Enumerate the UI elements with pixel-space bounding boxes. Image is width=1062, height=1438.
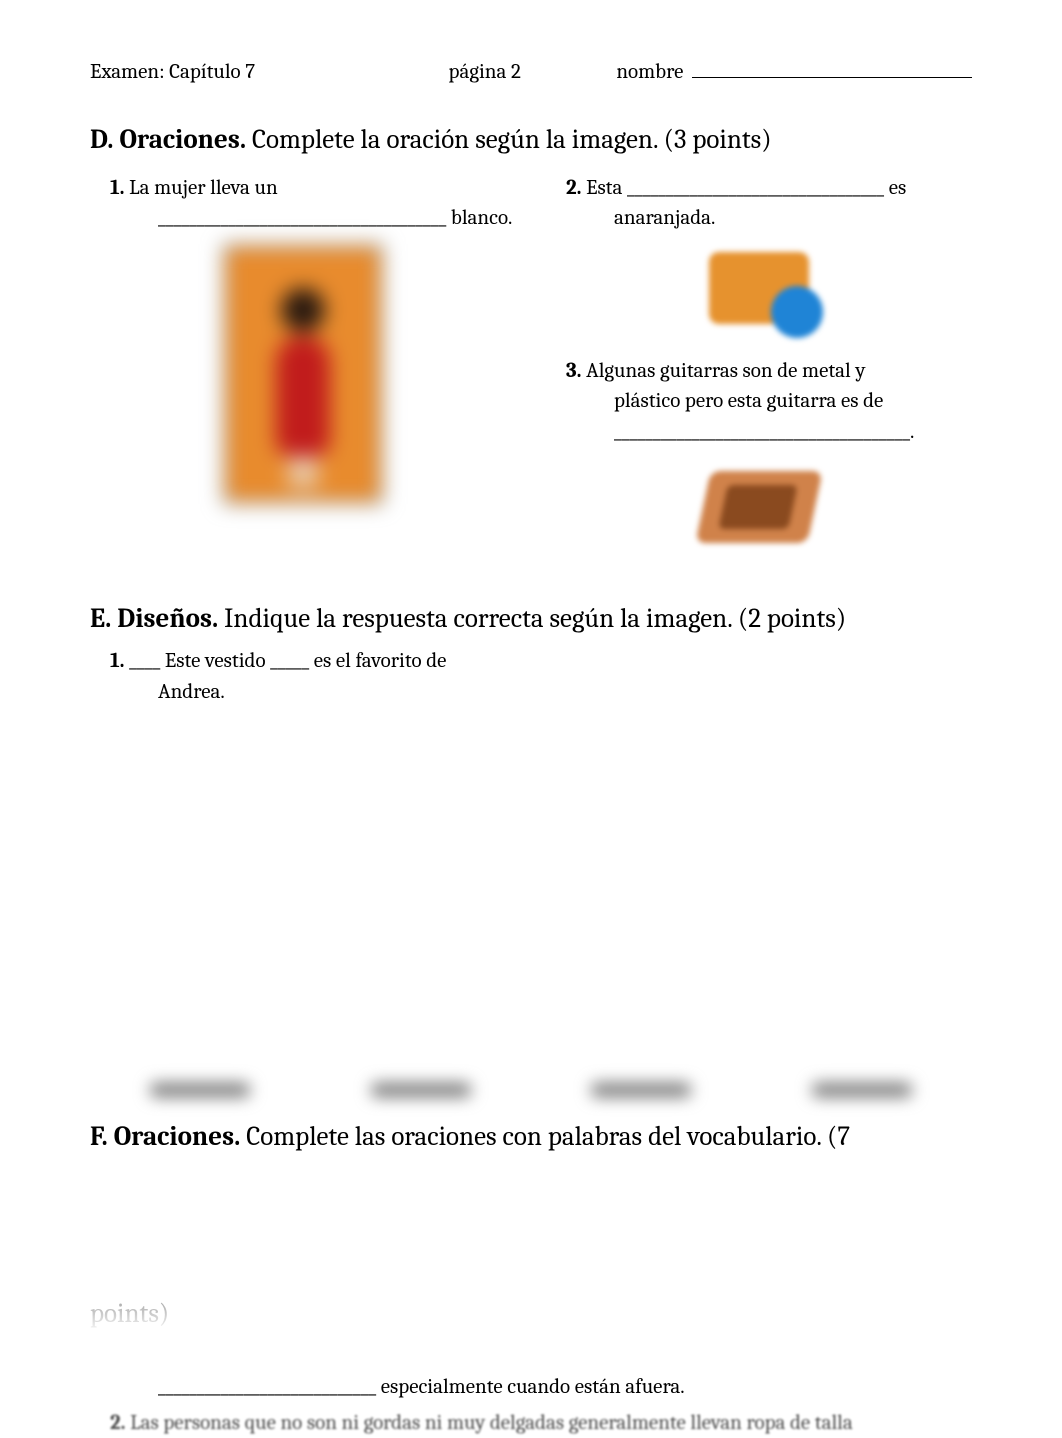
guitar-illustration-icon (689, 457, 829, 557)
section-d-col-right: 2. Esta ________________________________… (546, 167, 972, 579)
bottom-fade (0, 1236, 1062, 1376)
e-q1-line2: Andrea. (158, 677, 550, 707)
d-q1-line1: La mujer lleva un (129, 176, 278, 200)
section-f-title: F. Oraciones. Complete las oraciones con… (90, 1121, 972, 1152)
name-label: nombre (616, 60, 683, 84)
f-q1-blank[interactable]: ____________________________ (158, 1375, 376, 1399)
d-q2: 2. Esta ________________________________… (566, 173, 972, 234)
blur-chip (371, 1083, 471, 1097)
d-q1-line2: _____________________________________ bl… (158, 203, 516, 233)
f-q2-num: 2. (110, 1411, 125, 1435)
d-q3-line3[interactable]: ______________________________________. (614, 417, 972, 447)
section-d-col-left: 1. La mujer lleva un ___________________… (90, 167, 516, 579)
d-q2-prefix: Esta (586, 176, 627, 200)
section-f-word: Oraciones. (114, 1121, 241, 1152)
name-blank-line[interactable] (692, 77, 972, 78)
e-q1-blank2[interactable]: _____ (270, 649, 309, 673)
name-field: nombre (616, 60, 972, 84)
d-q2-blank[interactable]: _________________________________ (627, 176, 884, 200)
blur-chip (812, 1083, 912, 1097)
d-q3-image (546, 457, 972, 561)
e-q1-mid2: es el favorito de (309, 649, 446, 673)
section-f-letter: F. (90, 1121, 108, 1152)
page-number: 2 (511, 60, 521, 84)
section-f-instruction: Complete las oraciones con palabras del … (246, 1121, 850, 1152)
d-q2-suffix: es (884, 176, 906, 200)
d-q3-num: 3. (566, 359, 582, 383)
d-q3: 3. Algunas guitarras son de metal y plás… (566, 356, 972, 447)
obscured-region (90, 713, 972, 1083)
section-d-title: D. Oraciones. Complete la oración según … (90, 124, 972, 155)
section-d-word: Oraciones. (119, 124, 246, 155)
blurred-answer-chips (150, 1083, 912, 1097)
page-header: Examen: Capítulo 7 página 2 nombre (90, 60, 972, 84)
shirt-illustration-icon (699, 244, 819, 334)
section-d-columns: 1. La mujer lleva un ___________________… (90, 167, 972, 579)
d-q1-suffix: blanco. (446, 206, 512, 230)
section-e-instruction: Indique la respuesta correcta según la i… (224, 603, 846, 634)
d-q1: 1. La mujer lleva un ___________________… (110, 173, 516, 234)
d-q1-num: 1. (110, 176, 124, 200)
section-d-instruction: Complete la oración según la imagen. (3 … (252, 124, 772, 155)
e-q1-blank1[interactable]: ____ (129, 649, 160, 673)
d-q2-line2: anaranjada. (614, 203, 972, 233)
d-q3-line1: Algunas guitarras son de metal y (586, 359, 865, 383)
e-q1-num: 1. (110, 649, 124, 673)
f-q2-partial: 2. Las personas que no son ni gordas ni … (110, 1408, 972, 1438)
section-d-letter: D. (90, 124, 114, 155)
page-label-wrap: página 2 (353, 60, 616, 84)
d-q2-image (546, 244, 972, 338)
d-q1-blank[interactable]: _____________________________________ (158, 206, 446, 230)
blur-chip (591, 1083, 691, 1097)
f-q2-text: Las personas que no son ni gordas ni muy… (130, 1411, 853, 1435)
section-e-title: E. Diseños. Indique la respuesta correct… (90, 603, 972, 634)
f-q1-suffix: especialmente cuando están afuera. (376, 1375, 684, 1399)
f-q1-line2: ____________________________ especialmen… (158, 1372, 972, 1402)
blur-chip (150, 1083, 250, 1097)
section-e-letter: E. (90, 603, 111, 634)
woman-illustration-icon (223, 244, 383, 504)
e-q1-mid1: Este vestido (160, 649, 270, 673)
d-q1-image (90, 244, 516, 508)
d-q3-line2: plástico pero esta guitarra es de (614, 386, 972, 416)
e-q1: 1. ____ Este vestido _____ es el favorit… (110, 646, 550, 707)
section-e-word: Diseños. (117, 603, 218, 634)
exam-label: Examen: Capítulo 7 (90, 60, 353, 84)
d-q2-num: 2. (566, 176, 581, 200)
page-label: página (449, 60, 507, 84)
